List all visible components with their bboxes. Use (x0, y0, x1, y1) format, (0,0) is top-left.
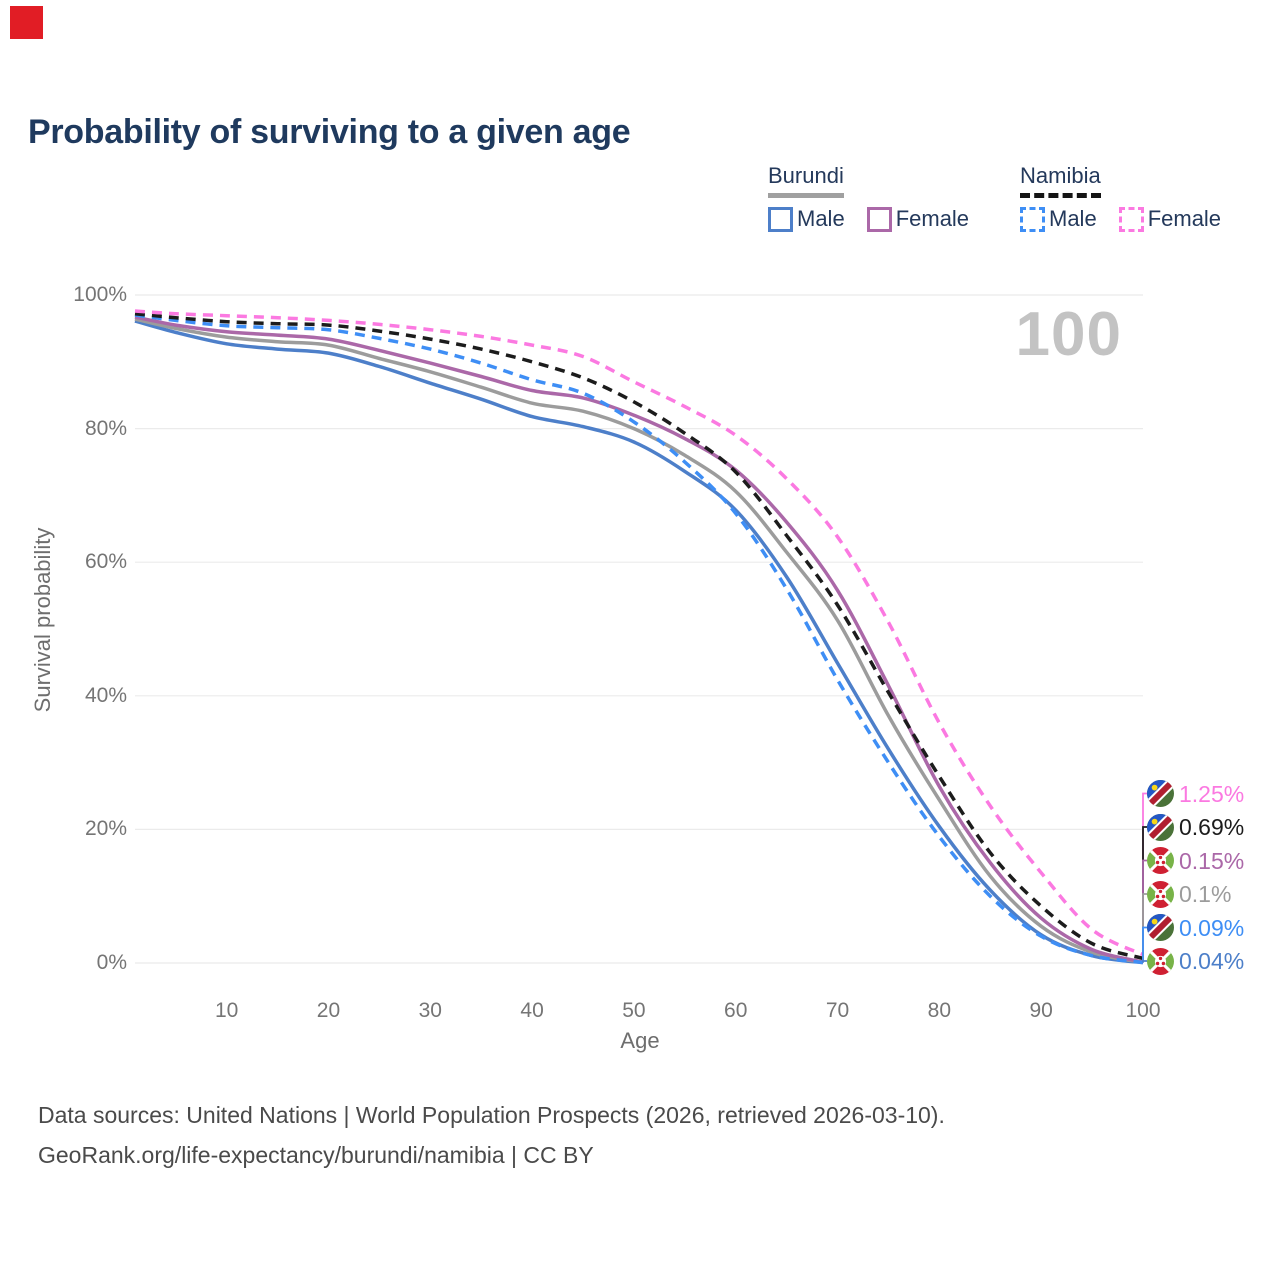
legend-item-namibia-female[interactable]: Female (1118, 206, 1222, 232)
x-tick-label: 60 (724, 999, 748, 1022)
legend-group-burundi: Burundi Male Female (768, 163, 969, 232)
burundi-female-swatch-icon (866, 206, 892, 232)
curve-namibia-female[interactable] (134, 309, 1144, 957)
y-tick-label: 60% (84, 550, 127, 574)
end-value-namibia-male: 0.09% (1179, 914, 1245, 941)
curve-namibia-total[interactable] (134, 311, 1144, 961)
survival-curves-plot[interactable] (134, 294, 1149, 965)
legend-country-burundi[interactable]: Burundi (768, 163, 844, 198)
legend-label-burundi-female: Female (895, 206, 970, 231)
burundi-flag-icon (1147, 947, 1174, 975)
legend-label-burundi-male: Male (797, 206, 845, 231)
x-tick-label: 20 (316, 999, 341, 1022)
x-tick-label: 100 (1125, 999, 1161, 1022)
namibia-female-swatch-icon (1118, 206, 1144, 232)
end-value-burundi-female: 0.15% (1179, 847, 1245, 874)
hovered-age-watermark: 100 (1015, 300, 1122, 369)
namibia-male-swatch-icon (1020, 206, 1045, 232)
legend-label-namibia-male: Male (1049, 206, 1097, 231)
curve-burundi-male[interactable] (134, 319, 1144, 965)
burundi-male-swatch-icon (768, 206, 793, 232)
namibia-flag-icon (1147, 780, 1174, 807)
x-tick-label: 50 (622, 999, 646, 1022)
legend-label-namibia-female: Female (1147, 206, 1222, 231)
attribution-link-text[interactable]: GeoRank.org/life-expectancy/burundi/nami… (38, 1142, 594, 1168)
legend-item-burundi-male[interactable]: Male (768, 206, 845, 232)
y-tick-label: 40% (84, 683, 127, 707)
namibia-flag-icon (1147, 813, 1174, 841)
y-tick-label: 100% (73, 283, 127, 306)
y-tick-label: 0% (96, 951, 127, 974)
x-axis-title: Age (620, 1028, 660, 1053)
x-tick-label: 80 (927, 999, 952, 1022)
end-value-burundi-total: 0.1% (1179, 881, 1232, 907)
legend-group-namibia: Namibia Male Female (1020, 163, 1221, 232)
x-tick-label: 70 (825, 999, 850, 1022)
x-tick-label: 10 (214, 999, 239, 1022)
x-tick-label: 90 (1029, 999, 1053, 1022)
legend-country-namibia[interactable]: Namibia (1020, 163, 1101, 198)
page-title: Probability of surviving to a given age (28, 112, 631, 151)
curve-namibia-male[interactable] (134, 313, 1144, 965)
x-tick-label: 40 (520, 999, 544, 1022)
namibia-flag-icon (1147, 914, 1174, 941)
end-value-namibia-female: 1.25% (1179, 780, 1245, 807)
burundi-flag-icon (1147, 847, 1174, 874)
curve-burundi-female[interactable] (134, 315, 1144, 964)
data-sources-text: Data sources: United Nations | World Pop… (38, 1102, 945, 1128)
y-tick-label: 80% (84, 416, 127, 440)
burundi-flag-icon (1147, 880, 1174, 908)
red-annotation-square (10, 6, 43, 39)
legend-item-burundi-female[interactable]: Female (866, 206, 970, 232)
end-value-burundi-male: 0.04% (1179, 948, 1245, 974)
y-tick-label: 20% (84, 817, 127, 841)
end-value-namibia-total: 0.69% (1179, 814, 1245, 840)
x-tick-label: 30 (418, 999, 442, 1022)
legend-item-namibia-male[interactable]: Male (1020, 206, 1097, 232)
